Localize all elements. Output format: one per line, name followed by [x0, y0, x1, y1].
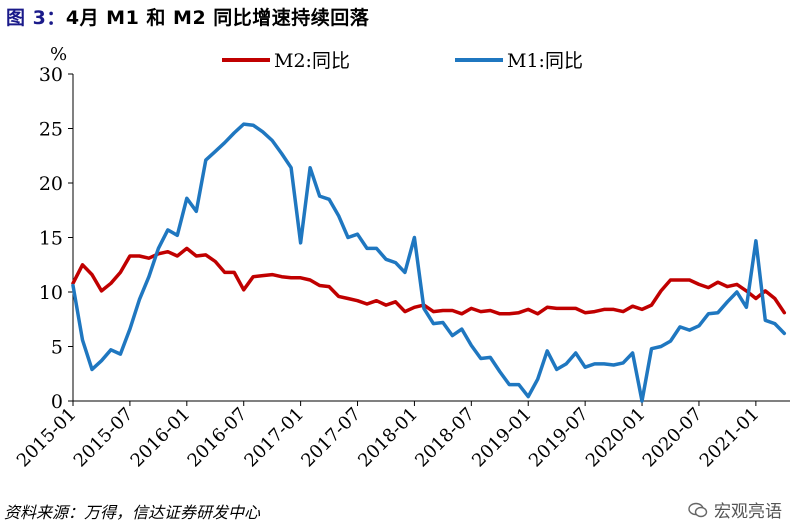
x-tick-label: 2019-07 [525, 404, 593, 472]
legend: M2:同比 M1:同比 [222, 50, 583, 72]
y-tick-label: 10 [39, 282, 63, 304]
legend-label-m1: M1:同比 [507, 50, 583, 72]
figure-label: 图 3： [6, 7, 66, 29]
series-line-m1 [71, 122, 787, 403]
watermark-text: 宏观亮语 [714, 502, 782, 522]
x-tick-label: 2015-01 [13, 404, 81, 472]
y-tick-label: 5 [51, 337, 63, 359]
x-tick-label: 2021-01 [696, 404, 764, 472]
wechat-icon [688, 502, 708, 517]
source-note: 资料来源：万得，信达证券研发中心 [4, 503, 261, 522]
x-tick-label: 2020-01 [582, 404, 650, 472]
x-tick-label: 2017-07 [297, 404, 365, 472]
y-unit-label: % [50, 44, 67, 65]
legend-label-m2: M2:同比 [274, 50, 350, 72]
x-tick-label: 2020-07 [639, 404, 707, 472]
x-tick-label: 2015-07 [70, 404, 138, 472]
y-tick-label: 0 [51, 391, 63, 413]
x-tick-label: 2018-07 [411, 404, 479, 472]
y-tick-label: 20 [39, 173, 63, 195]
figure-title: 图 3：4月 M1 和 M2 同比增速持续回落 [6, 3, 369, 30]
series-layer [71, 122, 787, 403]
watermark: 宏观亮语 [688, 497, 782, 522]
x-tick-label: 2016-07 [184, 404, 252, 472]
x-tick-label: 2016-01 [127, 404, 195, 472]
x-tick-label: 2017-01 [240, 404, 308, 472]
y-tick-label: 30 [39, 64, 63, 86]
y-tick-label: 25 [39, 119, 63, 141]
x-tick-label: 2019-01 [468, 404, 536, 472]
figure-title-text: 4月 M1 和 M2 同比增速持续回落 [65, 7, 370, 29]
y-tick-label: 15 [39, 228, 63, 250]
x-tick-label: 2018-01 [354, 404, 422, 472]
series-line-m2 [71, 246, 787, 316]
